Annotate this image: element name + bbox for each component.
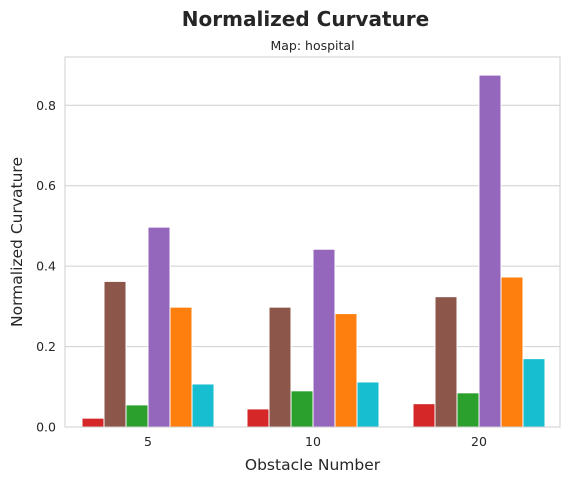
bar xyxy=(103,280,127,428)
bar xyxy=(268,306,292,428)
bar xyxy=(356,381,380,428)
bar xyxy=(312,248,336,428)
chart-subtitle: Map: hospital xyxy=(270,38,354,53)
bar xyxy=(478,74,502,428)
x-axis-label: Obstacle Number xyxy=(245,456,381,474)
bar xyxy=(456,392,480,428)
bar xyxy=(434,296,458,428)
bar xyxy=(81,417,105,428)
bar xyxy=(147,226,171,428)
chart-title: Normalized Curvature xyxy=(182,7,429,31)
y-tick-label: 0.6 xyxy=(36,178,56,193)
bar xyxy=(522,358,546,428)
bar xyxy=(500,276,524,428)
plot-frame xyxy=(64,56,561,428)
bar xyxy=(412,403,436,428)
bar xyxy=(290,390,314,428)
y-tick-label: 0.4 xyxy=(36,259,56,274)
y-tick-labels: 0.0 0.2 0.4 0.6 0.8 xyxy=(36,98,56,435)
x-tick-label: 20 xyxy=(471,434,487,449)
x-tick-label: 10 xyxy=(305,434,321,449)
bar xyxy=(191,383,215,428)
y-tick-label: 0.2 xyxy=(36,339,56,354)
y-tick-label: 0.0 xyxy=(36,420,56,435)
bar xyxy=(246,408,270,428)
x-tick-labels: 5 10 20 xyxy=(144,434,487,449)
y-axis-label: Normalized Curvature xyxy=(8,157,26,327)
y-tick-label: 0.8 xyxy=(36,98,56,113)
x-tick-label: 5 xyxy=(144,434,152,449)
bar xyxy=(125,404,149,428)
bar xyxy=(169,306,193,428)
bar xyxy=(334,313,358,428)
bars xyxy=(81,74,546,428)
